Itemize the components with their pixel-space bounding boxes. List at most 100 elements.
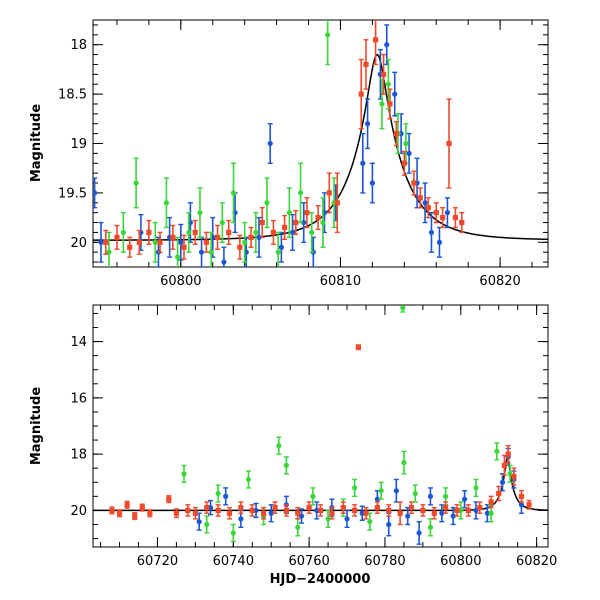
marker [197,210,203,216]
top-red-point [446,98,452,189]
bottom-blue-point [196,512,202,531]
marker [459,219,465,226]
marker [369,180,375,186]
top-blue-point [93,177,98,209]
marker [103,239,109,245]
bottom-red-point [272,501,278,514]
marker [496,490,502,497]
marker [505,451,511,457]
marker [401,459,407,466]
marker [230,530,236,536]
bottom-green-point [325,509,331,529]
bottom-green-point [378,481,384,500]
top-red-point [326,172,332,214]
bottom-green-point [310,487,316,506]
bottom-red-point [317,504,324,517]
top-y-axis-label: Magnitude [29,104,44,183]
marker [428,229,435,236]
bottom-y-tick-label: 20 [70,504,87,519]
marker [401,160,407,166]
top-red-point [433,202,439,224]
marker [344,516,350,522]
bottom-blue-point [461,490,468,509]
bottom-blue-point [344,509,350,529]
marker [452,215,459,221]
top-green-point [320,197,326,248]
marker [208,249,214,255]
top-blue-point [256,216,262,258]
marker [454,507,460,514]
top-blue-point [392,71,398,117]
marker [425,205,431,211]
bottom-blue-point [427,487,434,506]
marker [203,239,209,245]
bottom-red-point [397,501,403,526]
top-red-point [259,207,265,239]
marker [444,210,451,216]
marker [473,485,479,491]
top-blue-point [178,223,184,261]
marker [120,229,126,236]
marker [518,493,525,499]
marker [133,180,139,186]
marker [181,244,187,250]
marker [360,160,366,166]
marker [166,496,172,502]
marker [276,443,282,449]
top-red-point [387,88,393,120]
marker [320,219,326,226]
marker [355,344,362,350]
bottom-green-point [427,518,434,537]
top-green-point [133,157,139,209]
top-red-point [452,207,459,229]
top-red-point [214,224,221,250]
marker [393,131,399,137]
marker [175,254,181,260]
bottom-red-point [283,504,289,517]
bottom-green-point [367,512,373,531]
bottom-green-point [295,518,301,537]
top-y-tick-label: 19.5 [58,186,87,201]
bottom-green-point [494,442,500,461]
marker [270,229,277,236]
marker [488,510,494,516]
marker [238,516,244,522]
marker [219,219,225,226]
bottom-x-tick-label: 60780 [364,554,405,569]
bottom-red-point [249,504,255,517]
marker [295,510,301,516]
bottom-blue-point [439,504,445,523]
marker [443,493,449,499]
bottom-green-point [352,478,358,498]
marker [286,210,292,216]
top-green-point [253,211,259,253]
bottom-red-point [124,500,130,509]
top-red-point [157,231,163,253]
marker [185,507,191,514]
marker [405,513,411,519]
bottom-green-point [400,305,406,313]
marker [226,510,233,516]
top-red-point [181,234,187,260]
marker [494,448,500,454]
top-blue-point [221,246,227,267]
marker [367,519,373,525]
top-model-curve [93,53,548,241]
marker [192,229,198,236]
marker [511,474,517,480]
marker [358,91,364,97]
marker [325,516,331,522]
top-blue-point [278,231,284,263]
marker [326,190,332,196]
marker [412,490,418,497]
top-blue-point [406,132,412,174]
marker [221,259,227,265]
top-red-point [103,229,109,255]
marker [374,505,380,511]
bottom-red-point [408,501,415,514]
bottom-red-point [454,504,460,517]
bottom-red-point [116,509,123,518]
marker [364,121,371,127]
bottom-y-tick-label: 16 [70,391,87,406]
top-green-point [163,177,170,229]
